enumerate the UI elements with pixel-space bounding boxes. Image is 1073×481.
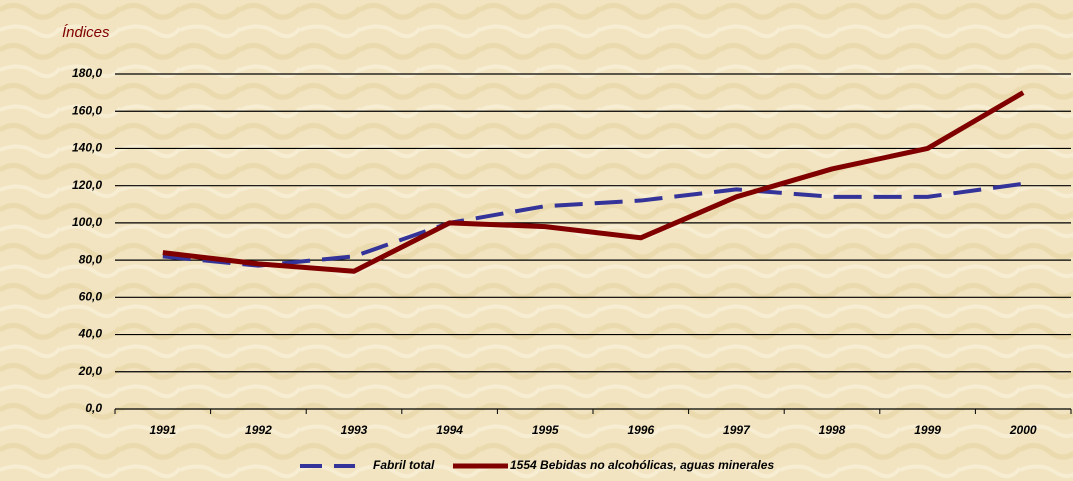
series-line [162,181,1024,268]
x-tick-label: 1998 [819,423,846,437]
legend-label: 1554 Bebidas no alcohólicas, aguas miner… [510,458,774,472]
x-tick-label: 1994 [436,423,463,437]
x-tick-label: 1995 [532,423,559,437]
x-tick-label: 1991 [149,423,176,437]
y-axis-label: Índices [62,24,110,41]
x-tick-label: 1993 [341,423,368,437]
y-tick-label: 40,0 [78,327,103,341]
x-tick-label: 1999 [914,423,941,437]
x-tick-label: 2000 [1009,423,1037,437]
y-tick-label: 180,0 [72,66,102,80]
y-tick-label: 20,0 [78,364,103,378]
y-tick-label: 100,0 [72,215,102,229]
series-line [162,90,1025,274]
y-tick-label: 80,0 [79,252,103,266]
x-tick-label: 1992 [245,423,272,437]
y-tick-label: 160,0 [72,103,102,117]
y-tick-label: 60,0 [79,290,103,304]
y-tick-label: 120,0 [72,178,102,192]
x-tick-label: 1996 [627,423,654,437]
y-tick-label: 140,0 [72,141,102,155]
y-tick-label: 0,0 [85,401,102,415]
legend-label: Fabril total [373,458,435,472]
x-tick-label: 1997 [723,423,751,437]
